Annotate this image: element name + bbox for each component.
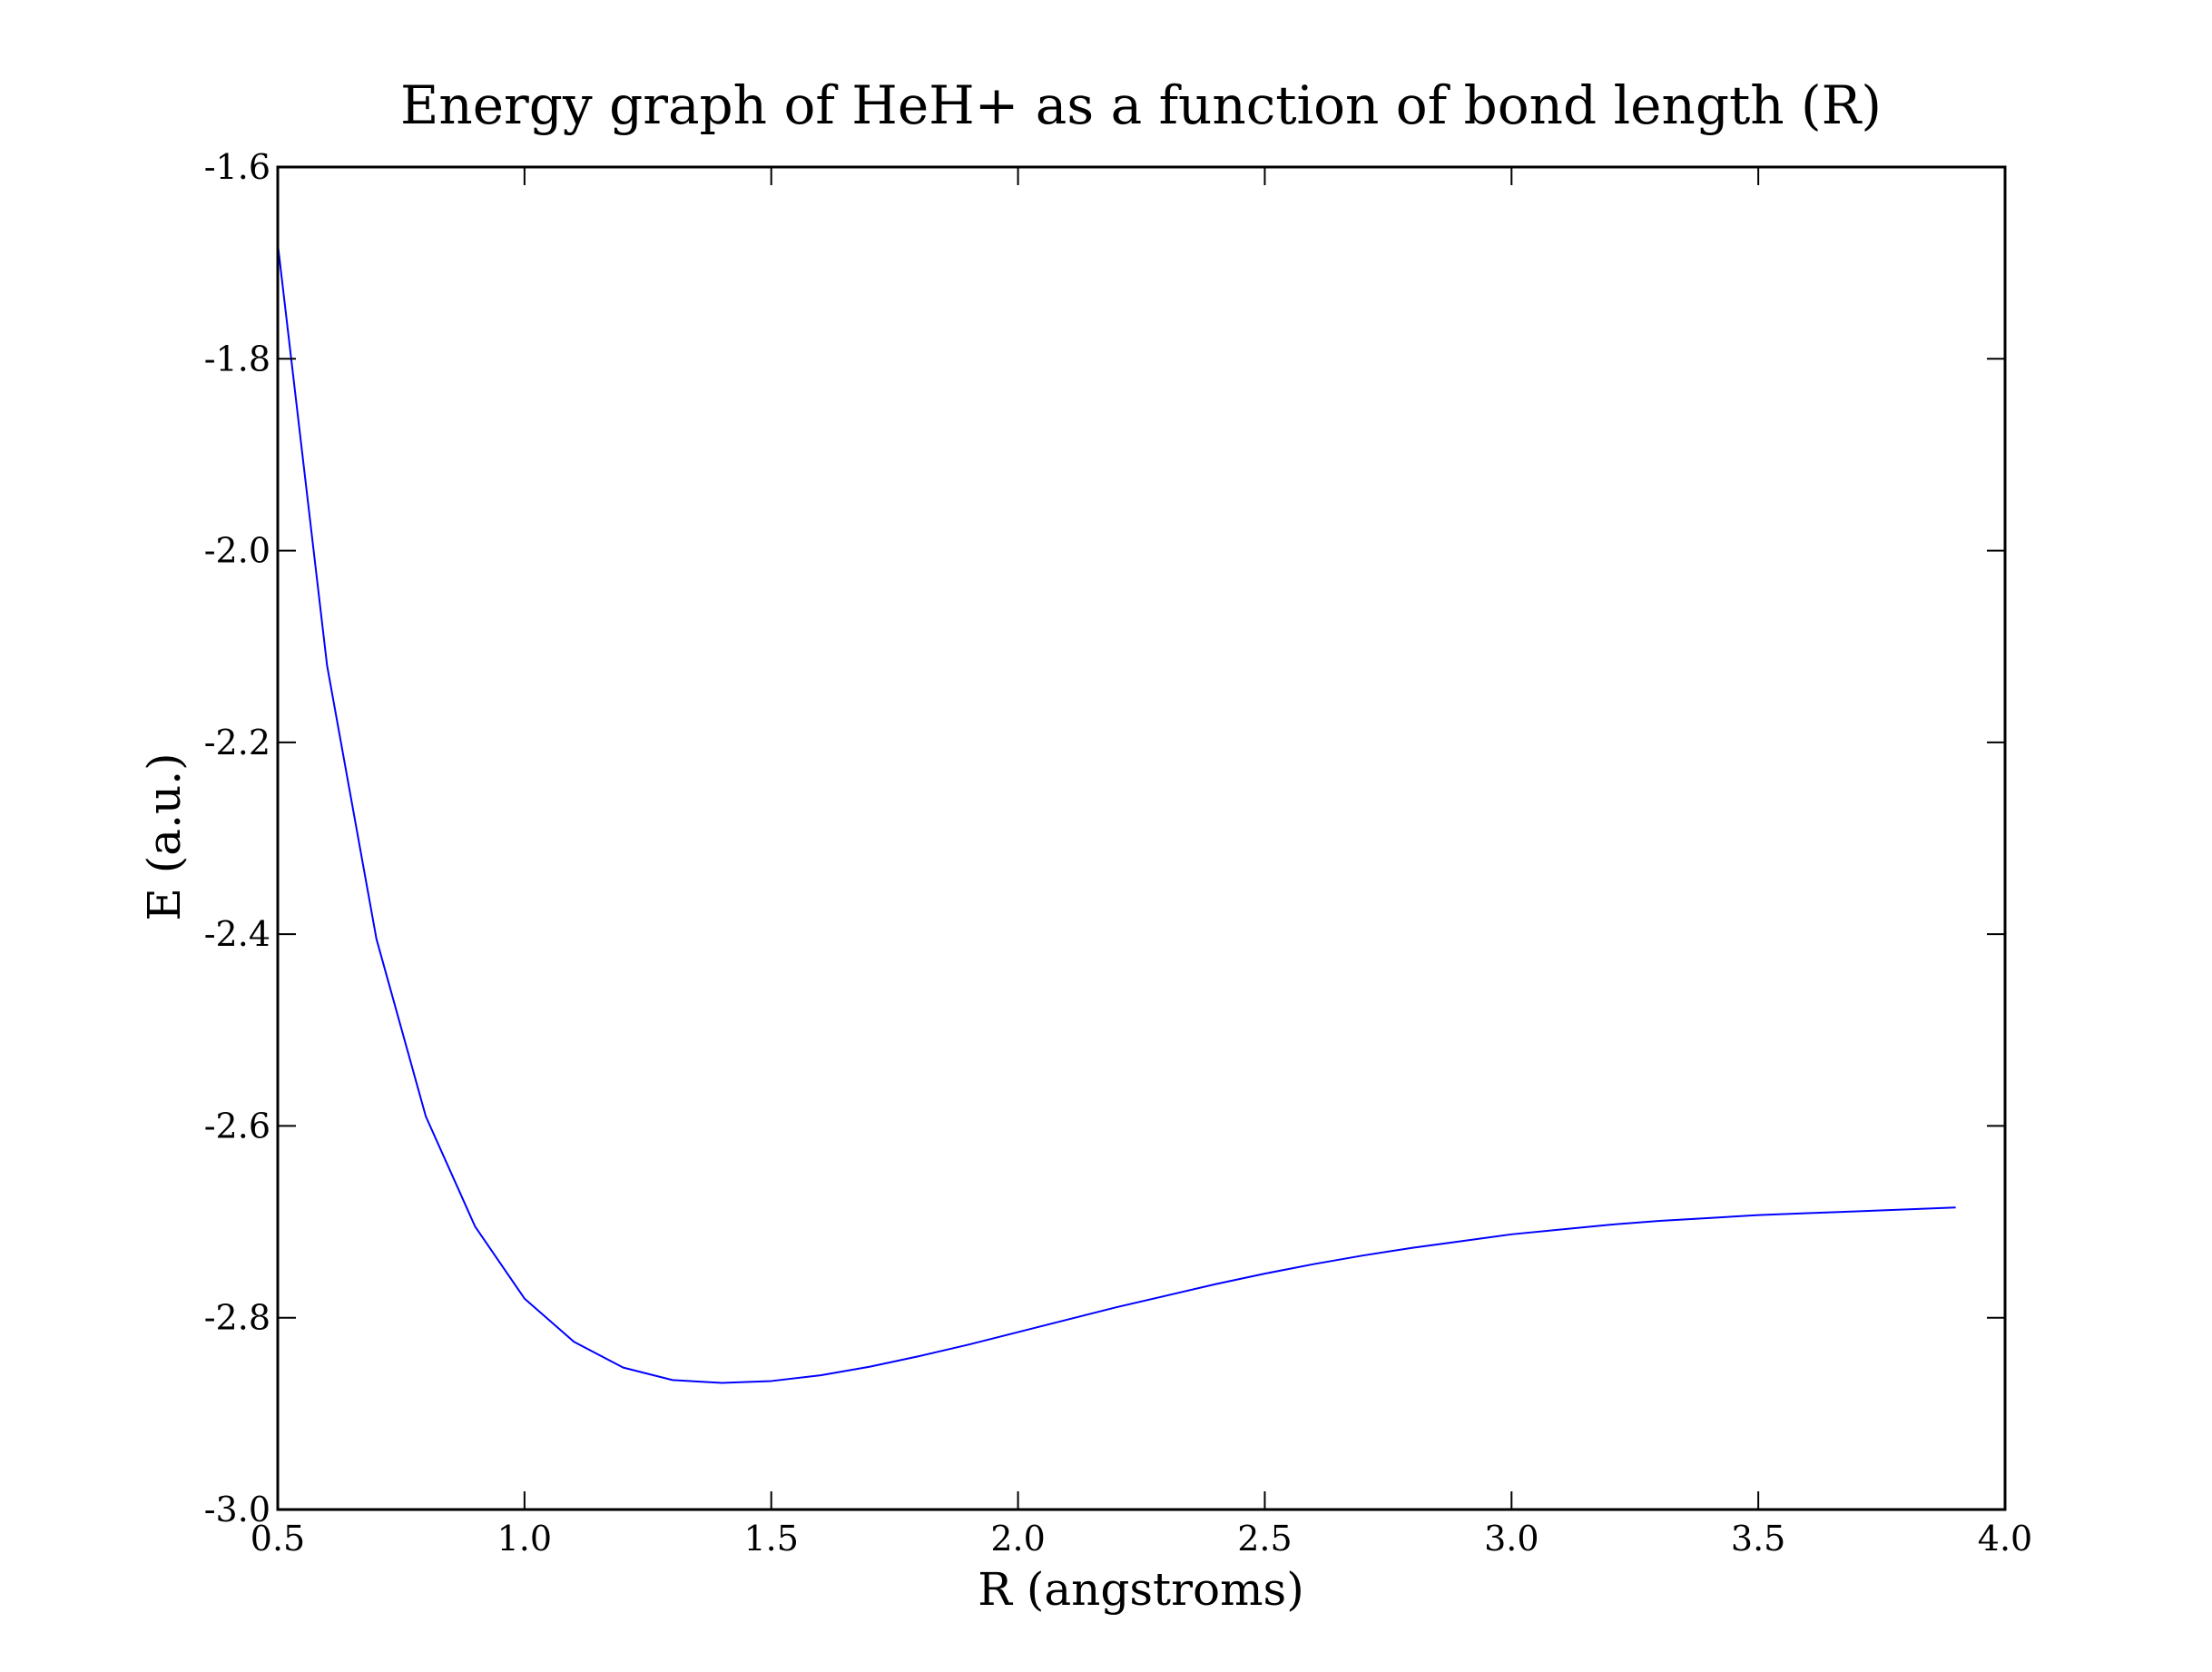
chart-title: Energy graph of HeH+ as a function of bo… bbox=[400, 74, 1882, 136]
x-tick-label: 1.0 bbox=[497, 1519, 552, 1559]
y-tick-label: -2.4 bbox=[204, 914, 270, 954]
y-tick-label: -2.8 bbox=[204, 1298, 270, 1338]
y-tick-label: -1.8 bbox=[204, 339, 270, 379]
x-tick-label: 2.0 bbox=[990, 1519, 1045, 1559]
y-tick-label: -2.2 bbox=[204, 723, 270, 762]
x-tick-label: 1.5 bbox=[743, 1519, 798, 1559]
y-tick-label: -3.0 bbox=[204, 1490, 270, 1529]
y-tick-label: -1.6 bbox=[204, 147, 270, 187]
plot-area: 0.5 1.0 1.5 2.0 2.5 3.0 3.5 4.0 -1.6 -1.8 -2.0 -2.2… bbox=[204, 147, 2033, 1559]
x-tick-label: 4.0 bbox=[1978, 1519, 2032, 1559]
series-line-1 bbox=[277, 243, 1956, 1384]
y-axis-label: E (a.u.) bbox=[138, 752, 191, 920]
x-tick-label: 2.5 bbox=[1237, 1519, 1292, 1559]
y-tick-label: -2.6 bbox=[204, 1106, 270, 1146]
x-tick-label: 3.5 bbox=[1731, 1519, 1785, 1559]
plot-frame bbox=[276, 165, 2007, 1511]
x-axis-label: R (angstroms) bbox=[978, 1563, 1303, 1616]
y-tick-label: -2.0 bbox=[204, 531, 270, 571]
x-tick-label: 3.0 bbox=[1484, 1519, 1539, 1559]
x-tick-label: 0.5 bbox=[251, 1519, 305, 1559]
